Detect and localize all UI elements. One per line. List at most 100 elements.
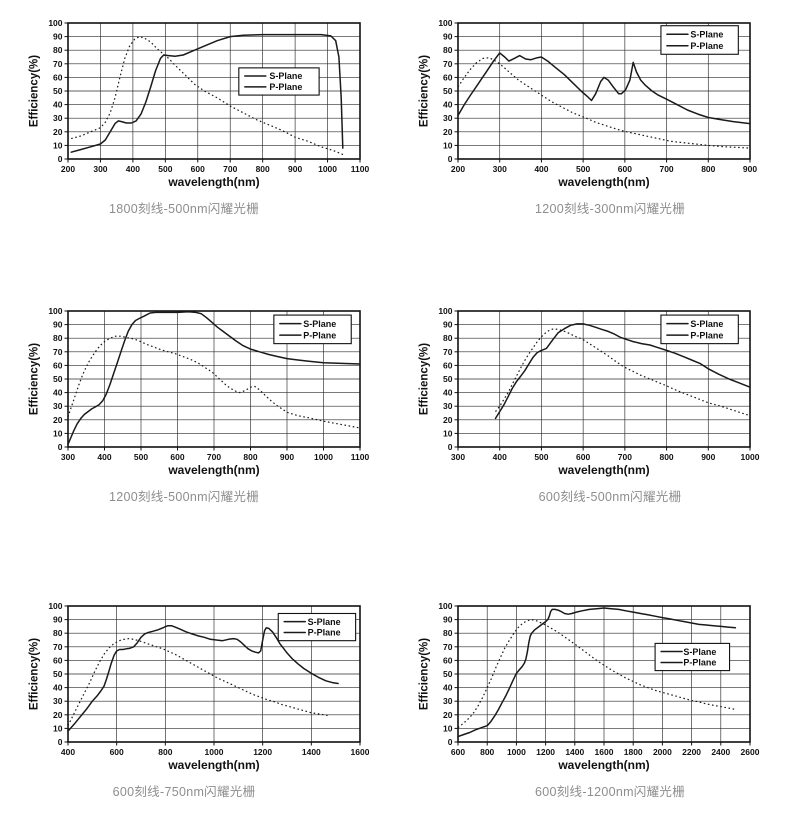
svg-text:40: 40 <box>53 388 63 398</box>
svg-text:Efficiency(%): Efficiency(%) <box>29 55 41 127</box>
svg-text:1000: 1000 <box>314 452 333 462</box>
chart-caption: 600刻线-1200nm闪耀光栅 <box>535 785 685 799</box>
svg-text:600: 600 <box>576 452 590 462</box>
svg-text:P-Plane: P-Plane <box>690 330 723 340</box>
svg-text:500: 500 <box>158 164 172 174</box>
svg-text:60: 60 <box>53 72 63 82</box>
chart-600lines-1200nm: 600 800 1000 1200 1400 1600 1800 2000 2200 2400 26… <box>418 593 790 800</box>
svg-text:20: 20 <box>443 127 453 137</box>
svg-text:70: 70 <box>53 642 63 652</box>
svg-text:40: 40 <box>443 683 453 693</box>
svg-text:900: 900 <box>288 164 302 174</box>
svg-text:80: 80 <box>53 333 63 343</box>
svg-text:1000: 1000 <box>205 747 224 757</box>
efficiency-chart-canvas: 200 300 400 500 600 700 800 900 0 10 20 30 40 50 60 70 8… <box>419 18 758 189</box>
svg-text:40: 40 <box>443 388 453 398</box>
svg-text:30: 30 <box>53 113 63 123</box>
svg-text:1000: 1000 <box>741 452 760 462</box>
svg-text:10: 10 <box>53 428 63 438</box>
svg-text:70: 70 <box>443 347 453 357</box>
svg-text:300: 300 <box>493 164 507 174</box>
svg-text:300: 300 <box>61 452 75 462</box>
svg-text:600: 600 <box>451 747 465 757</box>
svg-text:20: 20 <box>53 710 63 720</box>
svg-text:Efficiency(%): Efficiency(%) <box>419 343 431 415</box>
svg-text:600: 600 <box>618 164 632 174</box>
svg-text:800: 800 <box>158 747 172 757</box>
svg-text:0: 0 <box>448 442 453 452</box>
svg-text:70: 70 <box>53 59 63 69</box>
svg-text:50: 50 <box>443 374 453 384</box>
svg-text:600: 600 <box>191 164 205 174</box>
svg-text:100: 100 <box>438 306 452 316</box>
svg-text:200: 200 <box>451 164 465 174</box>
svg-text:700: 700 <box>659 164 673 174</box>
efficiency-chart-canvas: 300 400 500 600 700 800 900 1000 0 10 20 30 40 50 60 70… <box>419 306 760 477</box>
svg-text:100: 100 <box>48 601 62 611</box>
svg-text:P-Plane: P-Plane <box>690 41 723 51</box>
svg-text:700: 700 <box>618 452 632 462</box>
svg-text:40: 40 <box>443 100 453 110</box>
svg-text:0: 0 <box>448 737 453 747</box>
efficiency-chart-canvas: 300 400 500 600 700 800 900 1000 1100 0 10 20 30 40 50… <box>29 306 370 477</box>
svg-text:1400: 1400 <box>565 747 584 757</box>
svg-text:wavelength(nm): wavelength(nm) <box>557 463 649 477</box>
svg-text:600: 600 <box>110 747 124 757</box>
svg-text:100: 100 <box>48 18 62 28</box>
svg-text:100: 100 <box>438 18 452 28</box>
chart-600lines-500nm: 300 400 500 600 700 800 900 1000 0 10 20 30 40 50 60 70… <box>418 298 790 505</box>
svg-text:2600: 2600 <box>741 747 760 757</box>
svg-text:700: 700 <box>223 164 237 174</box>
svg-text:1100: 1100 <box>351 164 370 174</box>
svg-text:wavelength(nm): wavelength(nm) <box>557 175 649 189</box>
svg-text:30: 30 <box>53 401 63 411</box>
svg-text:500: 500 <box>134 452 148 462</box>
svg-text:40: 40 <box>53 683 63 693</box>
svg-text:10: 10 <box>443 428 453 438</box>
svg-text:80: 80 <box>443 45 453 55</box>
svg-text:400: 400 <box>493 452 507 462</box>
svg-text:80: 80 <box>53 628 63 638</box>
svg-text:90: 90 <box>53 320 63 330</box>
svg-text:400: 400 <box>61 747 75 757</box>
svg-text:400: 400 <box>97 452 111 462</box>
svg-text:0: 0 <box>58 442 63 452</box>
svg-text:2200: 2200 <box>682 747 701 757</box>
svg-text:30: 30 <box>53 696 63 706</box>
svg-text:500: 500 <box>576 164 590 174</box>
svg-text:80: 80 <box>443 628 453 638</box>
svg-text:10: 10 <box>53 140 63 150</box>
svg-text:30: 30 <box>443 401 453 411</box>
svg-text:P-Plane: P-Plane <box>269 82 302 92</box>
svg-text:30: 30 <box>443 113 453 123</box>
svg-text:S-Plane: S-Plane <box>308 617 341 627</box>
svg-text:1000: 1000 <box>318 164 337 174</box>
svg-text:S-Plane: S-Plane <box>690 319 723 329</box>
svg-text:2400: 2400 <box>711 747 730 757</box>
chart-600lines-750nm: 400 600 800 1000 1200 1400 1600 0 10 20 30 40 50 60 70… <box>28 593 400 800</box>
svg-text:1800: 1800 <box>624 747 643 757</box>
svg-text:P-Plane: P-Plane <box>308 628 341 638</box>
svg-text:60: 60 <box>53 360 63 370</box>
svg-text:90: 90 <box>53 615 63 625</box>
svg-text:60: 60 <box>443 655 453 665</box>
svg-text:600: 600 <box>170 452 184 462</box>
svg-text:1400: 1400 <box>302 747 321 757</box>
svg-text:50: 50 <box>53 86 63 96</box>
svg-text:90: 90 <box>443 320 453 330</box>
svg-text:50: 50 <box>53 669 63 679</box>
svg-text:300: 300 <box>451 452 465 462</box>
svg-text:60: 60 <box>443 360 453 370</box>
svg-text:20: 20 <box>53 415 63 425</box>
efficiency-chart-canvas: 200 300 400 500 600 700 800 900 1000 1100 0 10 20 30 4… <box>29 18 370 189</box>
svg-text:90: 90 <box>443 615 453 625</box>
svg-text:S-Plane: S-Plane <box>690 29 723 39</box>
svg-text:P-Plane: P-Plane <box>303 330 336 340</box>
svg-text:50: 50 <box>53 374 63 384</box>
svg-text:200: 200 <box>61 164 75 174</box>
svg-text:0: 0 <box>448 154 453 164</box>
svg-text:1600: 1600 <box>595 747 614 757</box>
svg-text:P-Plane: P-Plane <box>683 658 716 668</box>
svg-text:800: 800 <box>480 747 494 757</box>
